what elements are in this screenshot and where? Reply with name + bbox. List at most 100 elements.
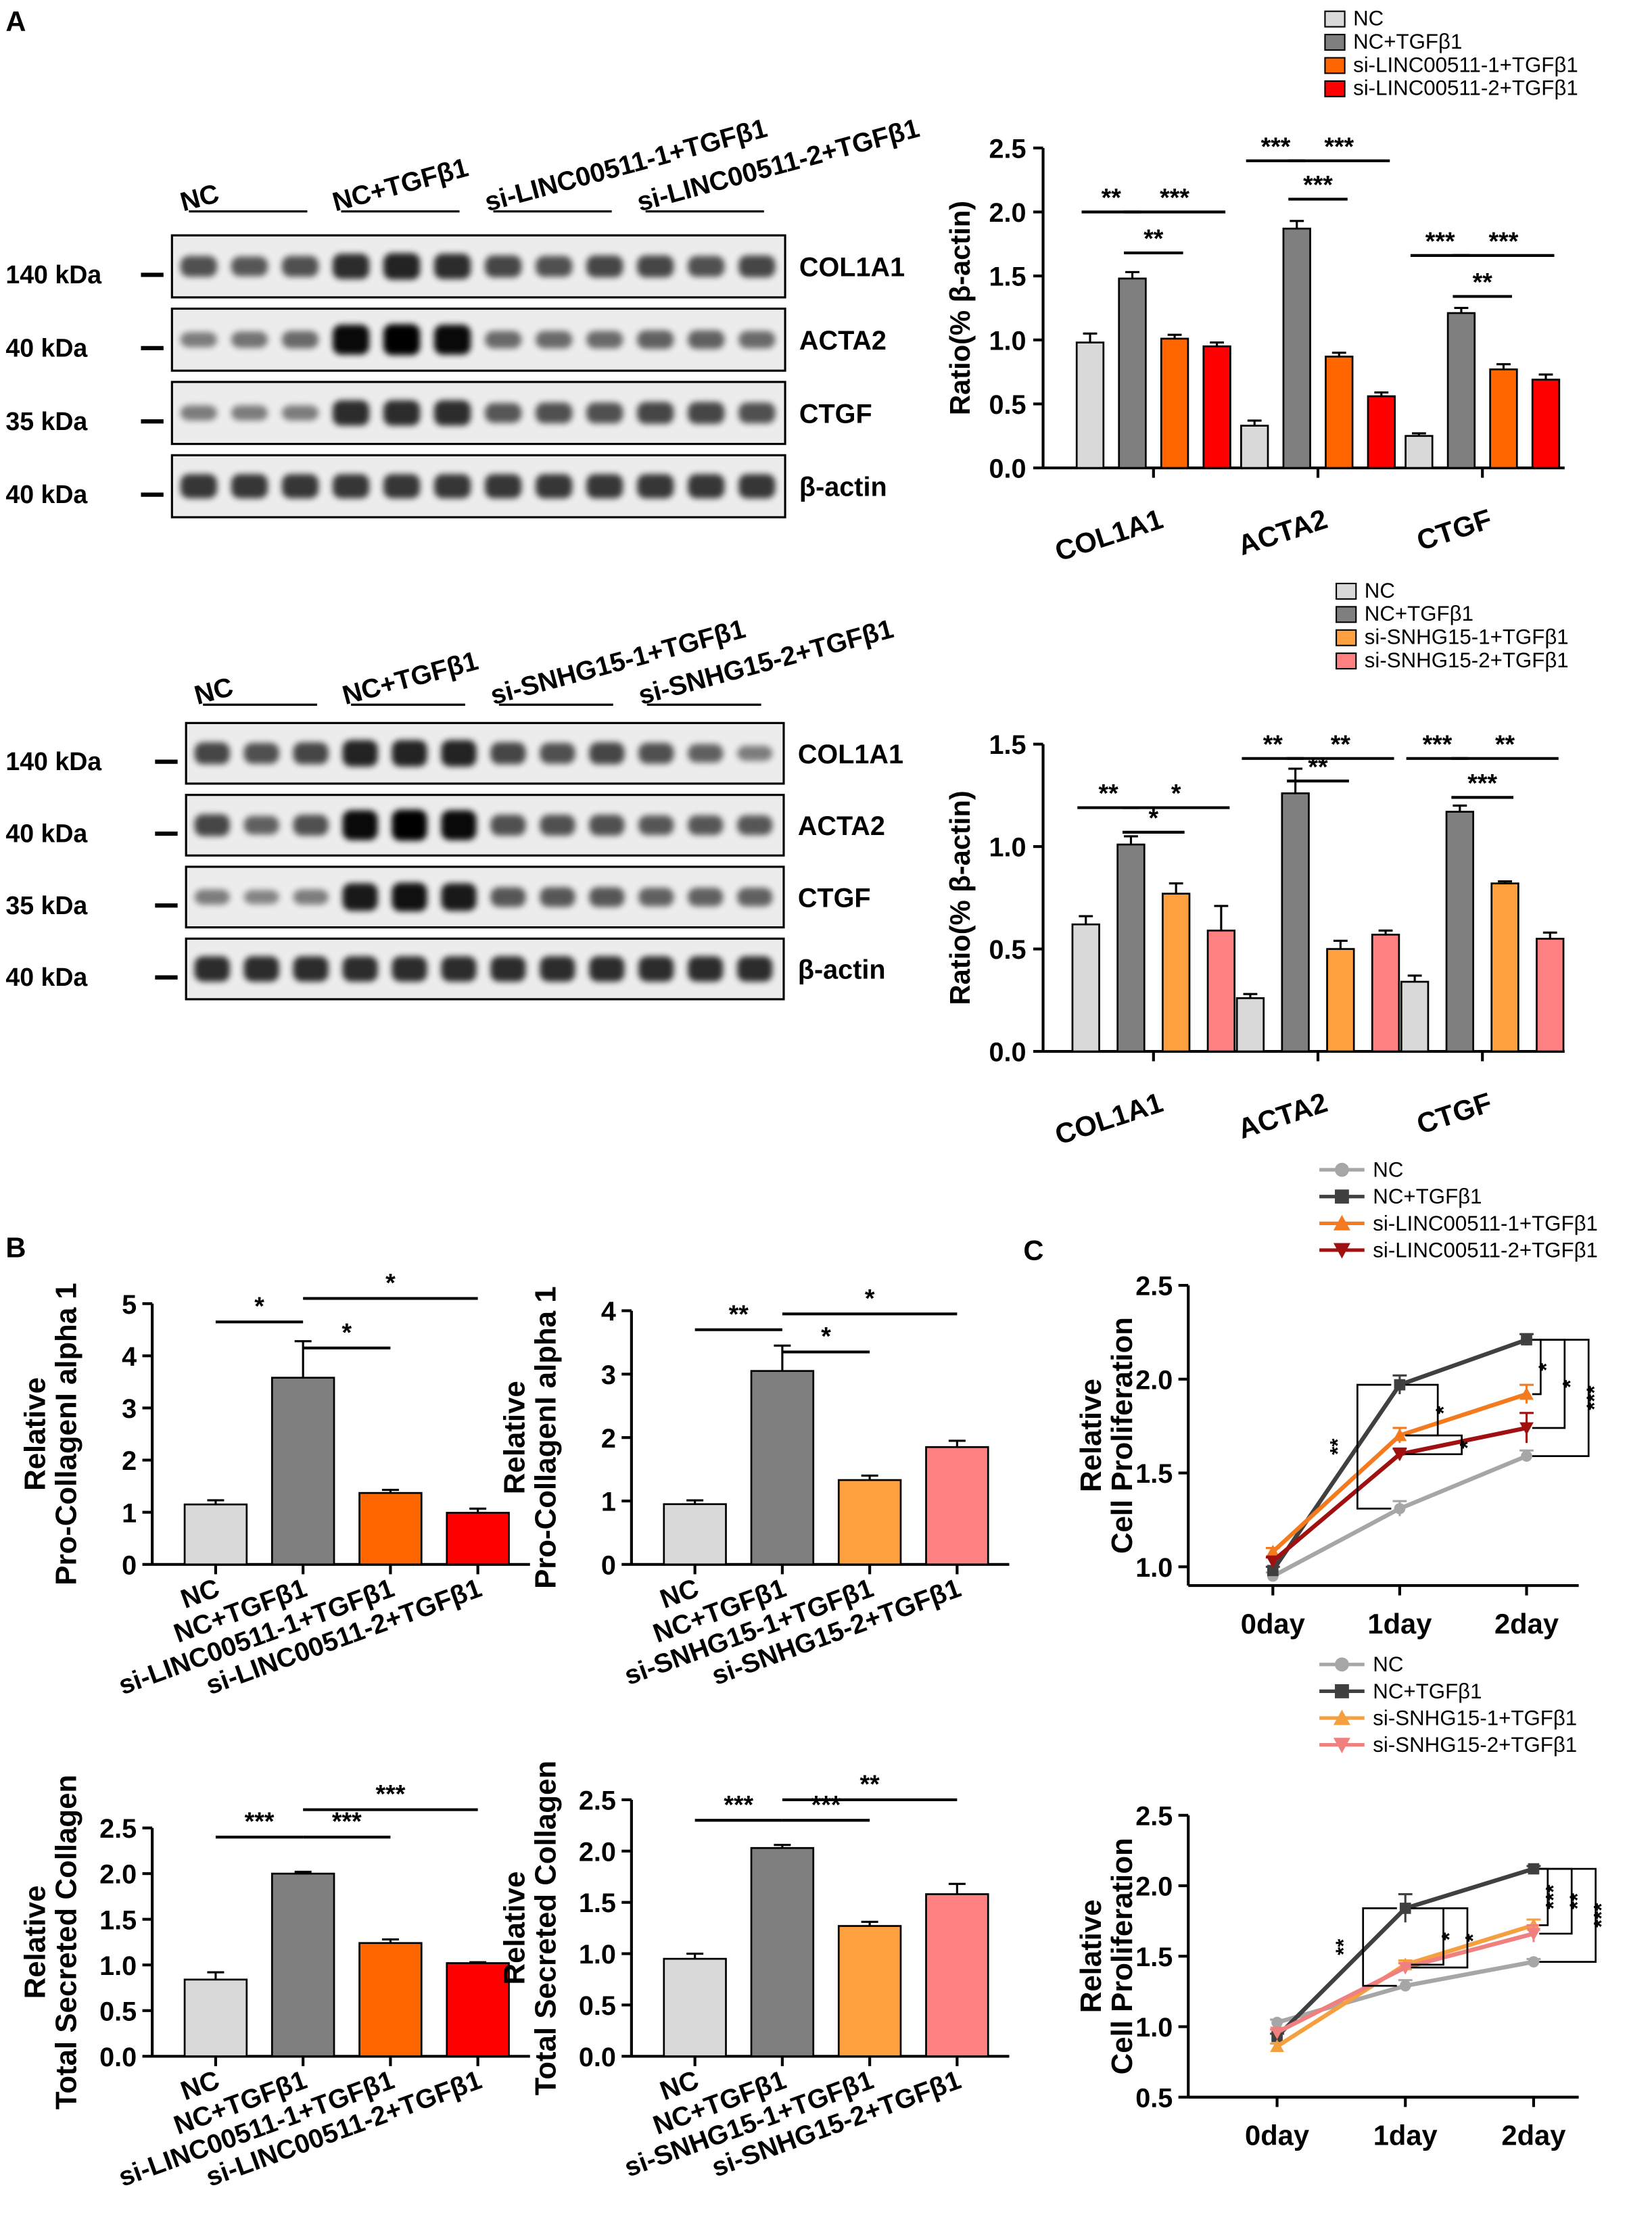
y-tick-label: 0.0 [99, 2043, 137, 2072]
blot-band [194, 889, 230, 905]
blot-band [637, 255, 674, 278]
y-tick-label: 4 [122, 1342, 137, 1372]
marker-circle [1394, 1502, 1406, 1515]
blot-band [434, 400, 471, 426]
blot-protein-label: β-actin [798, 955, 886, 985]
blot-band [738, 331, 776, 349]
blot-band [540, 815, 575, 836]
legend-swatch [1324, 57, 1346, 74]
blot-band [586, 331, 623, 349]
x-tick-label: 2day [1494, 1608, 1559, 1640]
blot-kda-label: 40 kDa [5, 963, 88, 991]
y-axis-label-line1: Relative [1075, 1899, 1108, 2013]
y-tick-label: 2.5 [989, 134, 1026, 164]
legend-label: NC [1373, 1652, 1403, 1676]
blot-band [485, 255, 522, 278]
marker-square [1267, 1565, 1279, 1577]
panel-label-a: A [5, 5, 26, 37]
western-blot-snhg: NC NC+TGFβ1 si-SNHG15-1+TGFβ1si-SNHG15-2+T… [5, 614, 903, 1001]
marker-triangle-up [1519, 1387, 1534, 1400]
blot-band [194, 814, 230, 836]
blot-band [589, 742, 625, 765]
blot-band [688, 402, 725, 425]
y-axis-label-line2: Total Secreted Collagen [50, 1775, 83, 2109]
significance-bracket [1532, 1339, 1590, 1457]
marker-circle [1335, 1162, 1349, 1177]
significance-label: *** [724, 1790, 753, 1819]
legend-c-snhg: NC NC+TGFβ1 si-SNHG15-1+TGFβ1 si-SNHG15-2+T… [1319, 1652, 1577, 1757]
y-tick-label: 2.5 [1135, 1801, 1173, 1831]
y-axis-label: Ratio(% β-actin) [944, 201, 976, 415]
y-axis-label-line1: Relative [498, 1872, 531, 1985]
significance-label: *** [1160, 183, 1189, 212]
y-tick-label: 1.0 [1135, 1553, 1173, 1583]
blot-row-COL1A1: COL1A1 140 kDa [5, 234, 905, 299]
marker-circle [1335, 1657, 1349, 1672]
blot-kda-label: 40 kDa [5, 333, 88, 362]
blot-band [536, 402, 573, 424]
legend-label: si-SNHG15-2+TGFβ1 [1365, 648, 1569, 672]
significance-label: ** [729, 1300, 749, 1328]
blot-band [441, 740, 477, 767]
blot-band [194, 742, 230, 765]
panel-label-b: B [5, 1231, 26, 1263]
bar [1162, 892, 1191, 1053]
x-tick-label: ACTA2 [1234, 502, 1331, 561]
bar [1118, 277, 1147, 469]
y-tick-label: 0.5 [579, 1991, 616, 2021]
marker-triangle-up [1270, 2039, 1284, 2053]
marker-square [1528, 1863, 1540, 1875]
blot-band [637, 330, 674, 350]
y-tick-label: 1.5 [579, 1888, 616, 1918]
marker-triangle-up [1265, 1544, 1280, 1558]
x-tick-label: ACTA2 [1234, 1086, 1331, 1145]
significance-label: * [341, 1318, 352, 1346]
significance-label: ** [1308, 753, 1328, 781]
blot-band [490, 742, 526, 765]
significance-label: * [821, 1322, 831, 1350]
blot-band [243, 742, 279, 764]
y-tick-label: 1.0 [579, 1940, 616, 1970]
bar [1325, 356, 1354, 469]
significance-bracket [1411, 1907, 1469, 1969]
blot-band [589, 887, 625, 907]
bar [270, 1377, 335, 1566]
blot-band [738, 474, 776, 499]
blot-band [383, 474, 421, 499]
x-tick-label: COL1A1 [1051, 1086, 1166, 1151]
blot-band [637, 402, 674, 425]
y-tick-label: 0.5 [1135, 2083, 1173, 2113]
significance-label: ** [1143, 224, 1164, 253]
bar [663, 1957, 727, 2057]
legend-label: NC [1353, 7, 1384, 30]
bar [1160, 337, 1189, 469]
significance-label: *** [1489, 227, 1519, 256]
x-tick-label: 0day [1241, 1608, 1305, 1640]
blot-band [536, 331, 573, 349]
blot-band [586, 474, 623, 499]
bar [1405, 435, 1434, 469]
blot-band [293, 815, 329, 836]
blot-group-label: NC+TGFβ1 [329, 153, 471, 218]
significance-label: *** [811, 1790, 841, 1819]
legend-label: NC [1365, 579, 1395, 602]
y-tick-label: 2.5 [99, 1814, 137, 1844]
legend-label: si-SNHG15-1+TGFβ1 [1365, 625, 1569, 649]
blot-protein-label: CTGF [798, 883, 871, 913]
marker-triangle-down [1333, 1243, 1350, 1259]
marker-square [1394, 1379, 1406, 1391]
bar [1326, 948, 1355, 1053]
y-tick-label: 0 [122, 1550, 137, 1580]
blot-band [180, 256, 218, 277]
blot-band [392, 740, 427, 767]
blot-band [243, 890, 279, 905]
blot-band [383, 400, 421, 426]
panel-label-c: C [1023, 1235, 1043, 1266]
y-tick-label: 2 [122, 1446, 137, 1476]
significance-bracket [1356, 1383, 1392, 1510]
blot-band [737, 745, 773, 761]
bar [1240, 425, 1269, 469]
blot-band [281, 474, 319, 499]
blot-band [737, 888, 773, 907]
